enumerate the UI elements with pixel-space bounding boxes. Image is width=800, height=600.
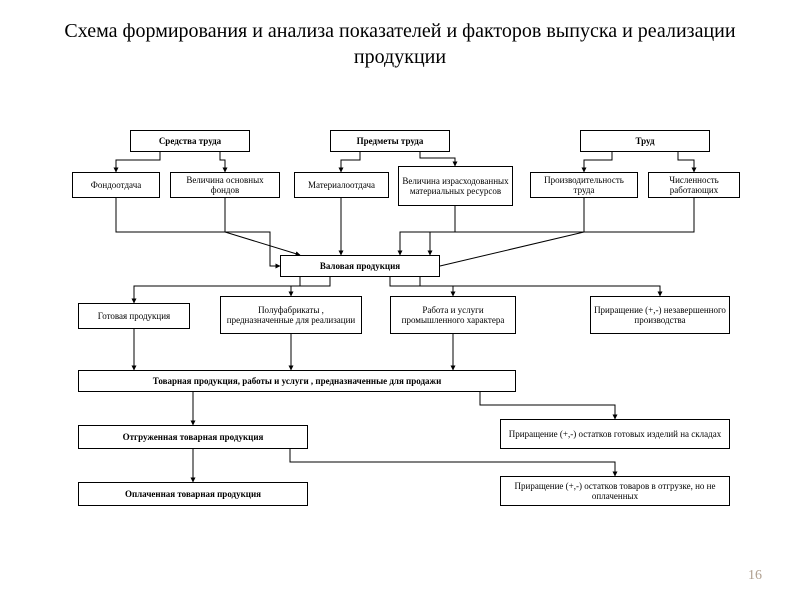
node-n8: Производительность труда: [530, 172, 638, 198]
node-n5: Величина основных фондов: [170, 172, 280, 198]
node-n11: Готовая продукция: [78, 303, 190, 329]
edge-n9-n10: [440, 198, 694, 266]
edge-n4-n10: [116, 198, 280, 266]
node-n10: Валовая продукция: [280, 255, 440, 277]
edge-n7-n10: [400, 206, 455, 255]
edge-n1-n4: [116, 152, 160, 172]
node-n16: Отгруженная товарная продукция: [78, 425, 308, 449]
node-n2: Предметы труда: [330, 130, 450, 152]
edge-n10-n12: [291, 277, 330, 296]
node-n4: Фондоотдача: [72, 172, 160, 198]
edge-n2-n7: [420, 152, 455, 166]
edge-n10-n13: [390, 277, 453, 296]
node-n6: Материалоотдача: [294, 172, 389, 198]
edge-n5-n10: [225, 198, 300, 255]
edge-n16-n19: [290, 449, 615, 476]
diagram-canvas: Средства труда Предметы труда Труд Фондоотд…: [0, 0, 800, 600]
node-n3: Труд: [580, 130, 710, 152]
node-n14: Приращение (+,-) незавершенного производ…: [590, 296, 730, 334]
node-n18: Оплаченная товарная продукция: [78, 482, 308, 506]
edge-n3-n9: [678, 152, 694, 172]
edge-n10-n14: [420, 277, 660, 296]
node-n13: Работа и услуги промышленного характера: [390, 296, 516, 334]
node-n12: Полуфабрикаты , предназначенные для реал…: [220, 296, 362, 334]
node-n15: Товарная продукция, работы и услуги , пр…: [78, 370, 516, 392]
edge-n8-n10: [430, 198, 584, 255]
node-n1: Средства труда: [130, 130, 250, 152]
node-n19: Приращение (+,-) остатков товаров в отгр…: [500, 476, 730, 506]
edge-n3-n8: [584, 152, 612, 172]
node-n17: Приращение (+,-) остатков готовых издели…: [500, 419, 730, 449]
edge-n1-n5: [220, 152, 225, 172]
node-n7: Величина израсходованных материальных ре…: [398, 166, 513, 206]
page-number: 16: [748, 568, 762, 584]
edge-n15-n17: [480, 392, 615, 419]
node-n9: Численность работающих: [648, 172, 740, 198]
edge-n2-n6: [341, 152, 360, 172]
